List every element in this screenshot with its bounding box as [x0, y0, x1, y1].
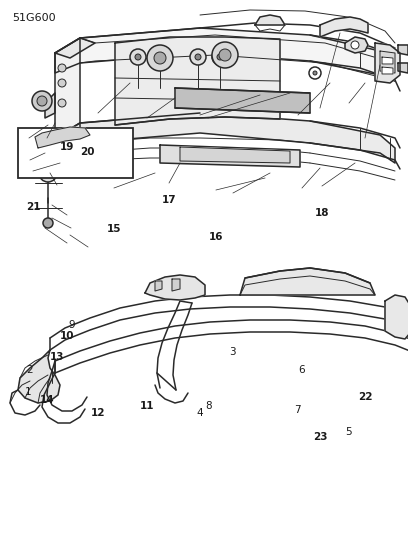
Circle shape	[212, 42, 238, 68]
Bar	[18, 128, 133, 178]
Polygon shape	[398, 45, 408, 55]
Text: 3: 3	[229, 347, 236, 357]
Polygon shape	[55, 113, 395, 163]
Text: 4: 4	[197, 408, 203, 418]
Polygon shape	[385, 295, 408, 339]
Circle shape	[32, 91, 52, 111]
Text: 51G600: 51G600	[12, 13, 55, 23]
Circle shape	[58, 79, 66, 87]
Text: 17: 17	[162, 195, 177, 205]
Polygon shape	[45, 93, 55, 118]
Text: 9: 9	[68, 320, 75, 330]
Polygon shape	[35, 127, 90, 148]
Polygon shape	[398, 63, 408, 73]
Text: 1: 1	[25, 387, 32, 397]
Text: 22: 22	[358, 392, 373, 402]
Polygon shape	[155, 281, 162, 291]
Text: 18: 18	[315, 208, 330, 218]
Polygon shape	[18, 350, 60, 403]
Text: 5: 5	[346, 427, 352, 437]
Polygon shape	[175, 88, 310, 113]
Circle shape	[157, 54, 163, 60]
Text: 16: 16	[209, 232, 224, 242]
Polygon shape	[240, 268, 375, 295]
Text: 23: 23	[313, 432, 328, 442]
Polygon shape	[345, 37, 368, 53]
Circle shape	[195, 54, 201, 60]
Text: 19: 19	[60, 142, 75, 151]
Circle shape	[154, 52, 166, 64]
Circle shape	[190, 49, 206, 65]
Text: 6: 6	[299, 366, 305, 375]
Text: 12: 12	[91, 408, 105, 418]
Polygon shape	[255, 15, 285, 25]
Text: 8: 8	[205, 401, 211, 411]
Text: 11: 11	[140, 401, 154, 411]
Polygon shape	[382, 67, 393, 74]
Circle shape	[351, 41, 359, 49]
Circle shape	[39, 164, 57, 182]
Polygon shape	[160, 145, 300, 167]
Circle shape	[135, 54, 141, 60]
Text: 7: 7	[295, 406, 301, 415]
Circle shape	[212, 49, 228, 65]
Polygon shape	[382, 57, 393, 64]
Text: 21: 21	[26, 202, 41, 212]
Circle shape	[58, 99, 66, 107]
Polygon shape	[145, 275, 205, 300]
Circle shape	[309, 67, 321, 79]
Polygon shape	[180, 147, 290, 163]
Circle shape	[58, 64, 66, 72]
Text: 13: 13	[50, 352, 64, 362]
Circle shape	[152, 49, 168, 65]
Circle shape	[219, 49, 231, 61]
Circle shape	[313, 71, 317, 75]
Text: 20: 20	[80, 147, 95, 157]
Polygon shape	[55, 123, 80, 155]
Polygon shape	[380, 51, 395, 73]
Polygon shape	[115, 37, 280, 125]
Polygon shape	[320, 17, 368, 37]
Circle shape	[147, 45, 173, 71]
Circle shape	[44, 169, 52, 177]
Polygon shape	[55, 38, 80, 138]
Polygon shape	[375, 43, 400, 83]
Text: 15: 15	[107, 224, 122, 234]
Text: 2: 2	[27, 366, 33, 375]
Circle shape	[43, 218, 53, 228]
Text: 14: 14	[40, 395, 54, 405]
Circle shape	[37, 96, 47, 106]
Polygon shape	[172, 279, 180, 291]
Circle shape	[130, 49, 146, 65]
Circle shape	[217, 54, 223, 60]
Polygon shape	[55, 28, 395, 81]
Text: 10: 10	[60, 331, 75, 341]
Polygon shape	[55, 38, 95, 58]
